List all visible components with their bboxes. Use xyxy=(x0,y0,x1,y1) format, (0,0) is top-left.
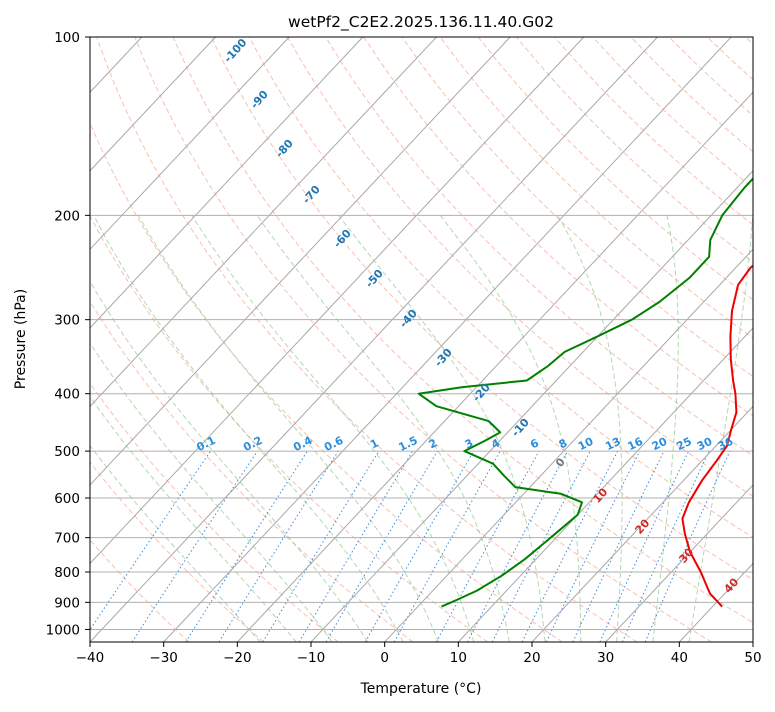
x-tick-label: −30 xyxy=(149,650,178,666)
y-tick-label: 500 xyxy=(54,444,80,460)
x-tick-label: −40 xyxy=(76,650,105,666)
y-tick-label: 1000 xyxy=(46,622,80,638)
x-tick-label: −10 xyxy=(297,650,326,666)
chart-title: wetPf2_C2E2.2025.136.11.40.G02 xyxy=(288,13,554,32)
x-tick-label: 0 xyxy=(380,650,389,666)
x-tick-label: −20 xyxy=(223,650,252,666)
y-tick-label: 600 xyxy=(54,491,80,507)
y-tick-label: 900 xyxy=(54,595,80,611)
y-tick-label: 400 xyxy=(54,387,80,403)
y-tick-label: 200 xyxy=(54,208,80,224)
y-tick-label: 800 xyxy=(54,565,80,581)
x-tick-label: 30 xyxy=(597,650,614,666)
plot-background xyxy=(90,37,753,642)
y-axis-label: Pressure (hPa) xyxy=(13,289,29,389)
x-axis-label: Temperature (°C) xyxy=(360,681,482,697)
x-tick-label: 10 xyxy=(450,650,467,666)
x-tick-label: 40 xyxy=(671,650,688,666)
x-tick-label: 50 xyxy=(744,650,761,666)
y-tick-label: 300 xyxy=(54,313,80,329)
y-tick-label: 700 xyxy=(54,531,80,547)
y-tick-label: 100 xyxy=(54,30,80,46)
x-tick-label: 20 xyxy=(523,650,540,666)
